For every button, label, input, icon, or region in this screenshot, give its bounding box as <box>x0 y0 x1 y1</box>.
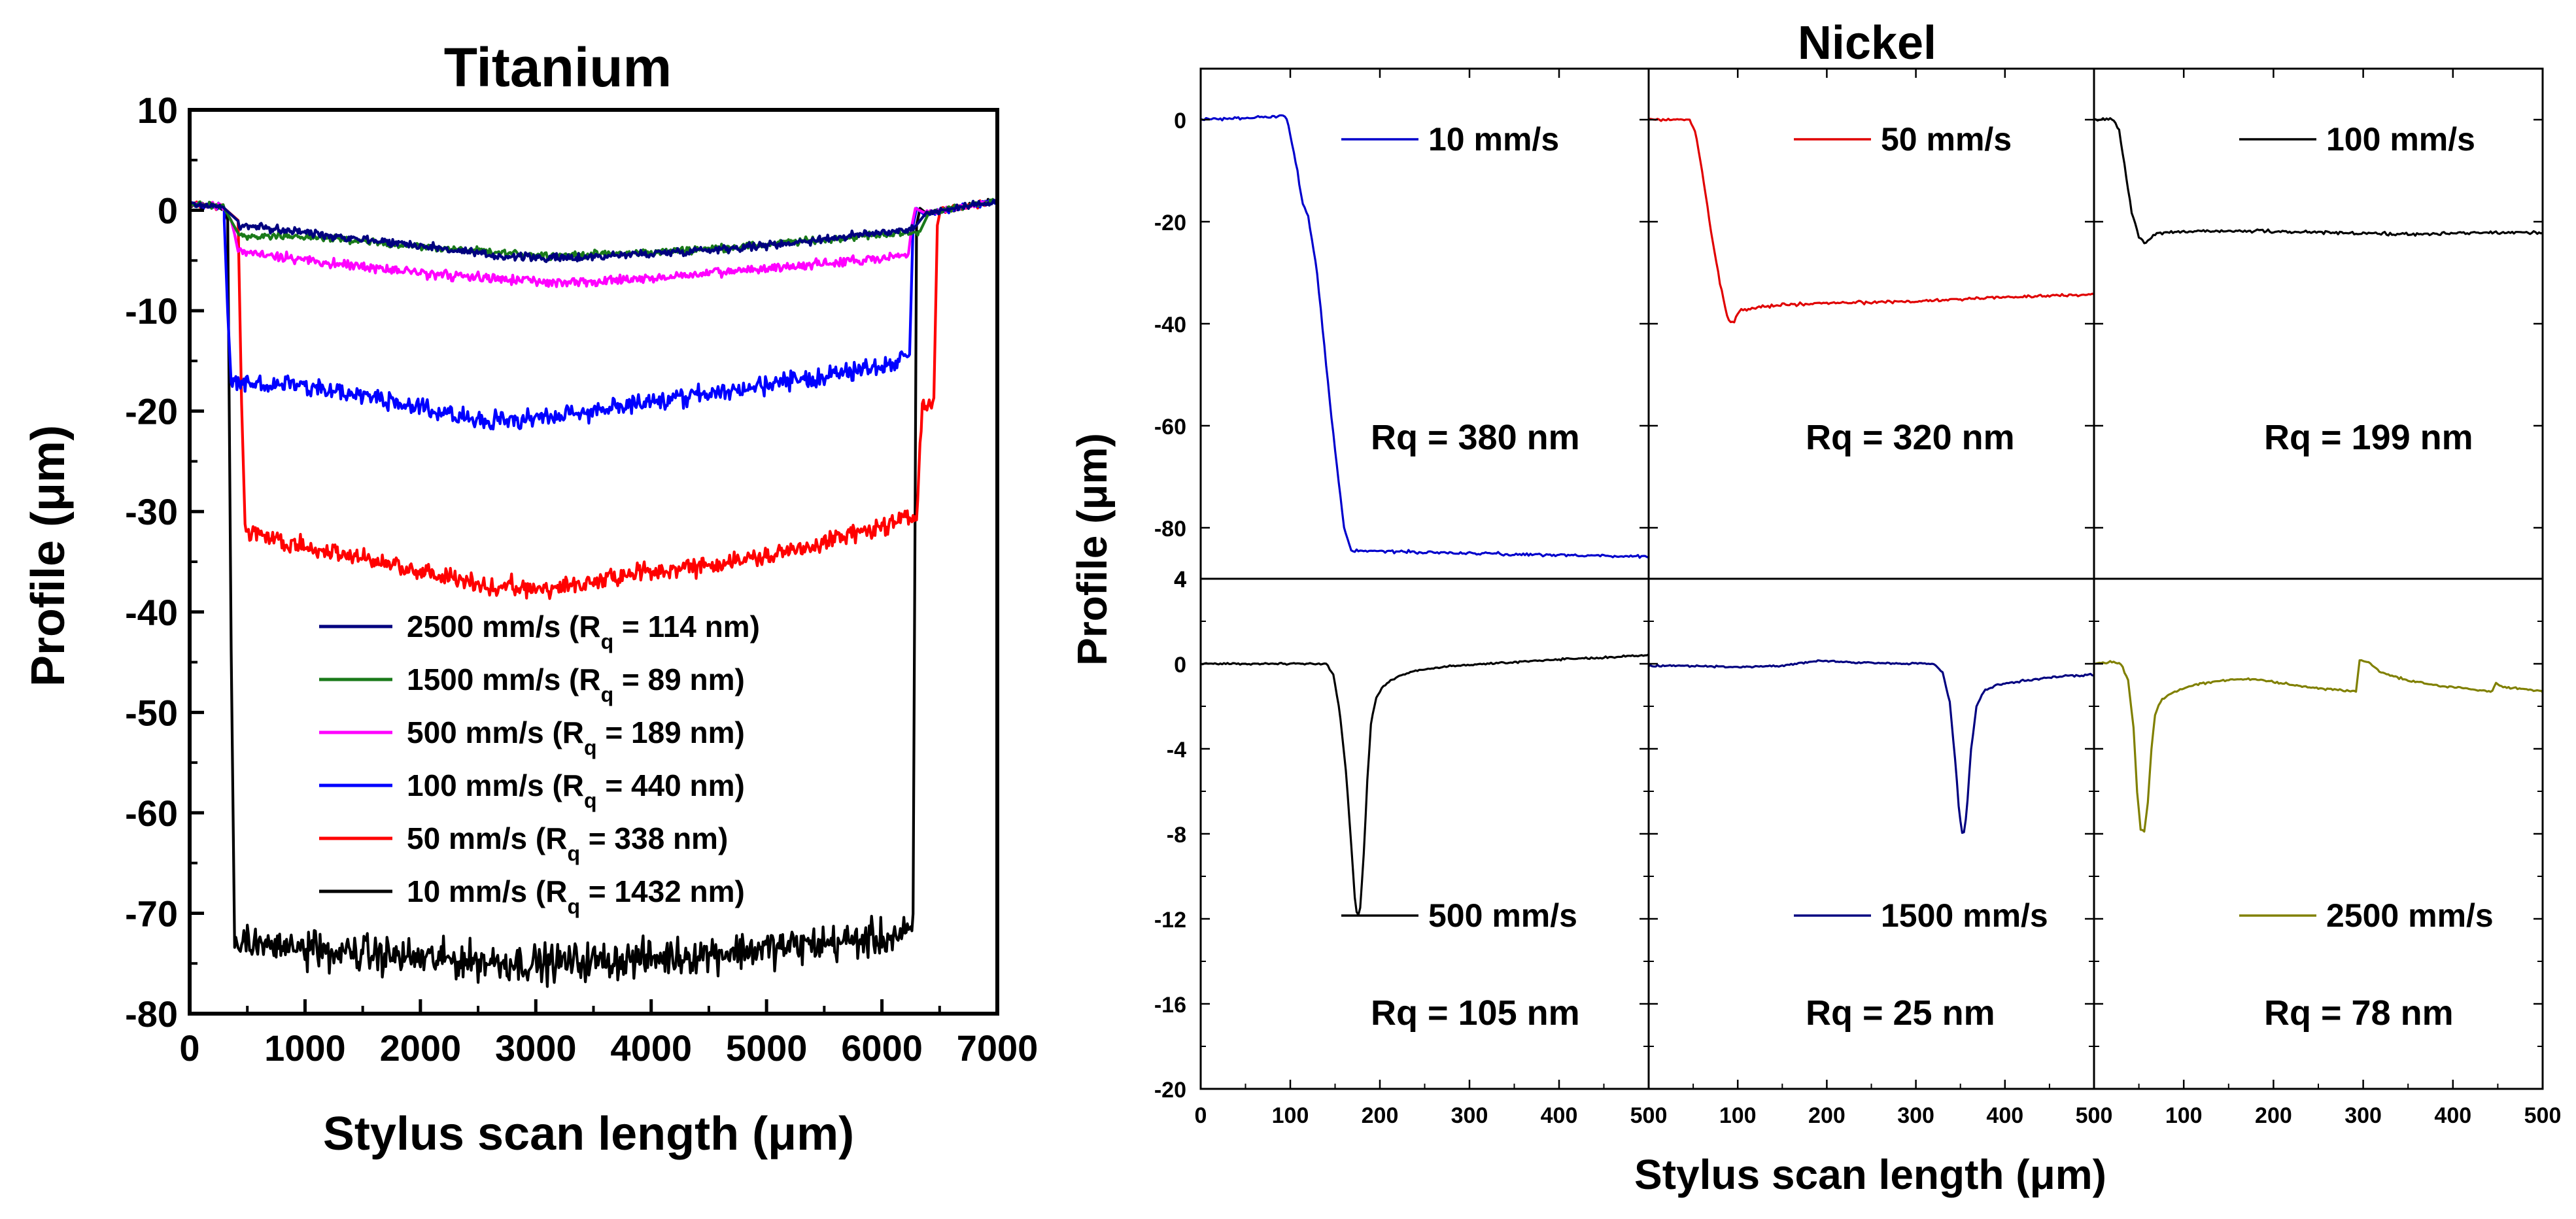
nickel-x-tick-label: 200 <box>2255 1103 2292 1128</box>
titanium-y-axis-label: Profile (μm) <box>22 425 75 687</box>
nickel-y-tick-label: -40 <box>1154 313 1186 337</box>
nickel-rq-annotation: Rq = 105 nm <box>1371 993 1580 1033</box>
nickel-panel <box>1649 659 2094 834</box>
titanium-x-tick-label: 4000 <box>610 1027 692 1069</box>
nickel-series-line <box>1201 653 1649 916</box>
nickel-x-tick-label: 400 <box>1541 1103 1578 1128</box>
titanium-y-tick-label: -10 <box>125 290 178 332</box>
nickel-rq-annotation: Rq = 78 nm <box>2264 993 2454 1033</box>
nickel-rq-annotation: Rq = 320 nm <box>1806 418 2015 457</box>
titanium-y-tick-label: -80 <box>125 993 178 1035</box>
nickel-rq-annotation: Rq = 199 nm <box>2264 418 2473 457</box>
nickel-x-tick-label: 100 <box>1272 1103 1309 1128</box>
nickel-x-tick-label: 400 <box>2434 1103 2471 1128</box>
nickel-rq-annotation: Rq = 25 nm <box>1806 993 1995 1033</box>
titanium-y-tick-label: -40 <box>125 592 178 633</box>
titanium-legend-label: 2500 mm/s (Rq = 114 nm) <box>407 610 760 653</box>
titanium-x-tick-label: 7000 <box>957 1027 1039 1069</box>
nickel-y-axis-label: Profile (μm) <box>1069 433 1116 666</box>
nickel-legend-label: 2500 mm/s <box>2326 897 2494 934</box>
titanium-y-tick-label: 10 <box>137 90 178 131</box>
titanium-legend-label: 1500 mm/s (Rq = 89 nm) <box>407 662 745 706</box>
nickel-x-axis-label: Stylus scan length (μm) <box>1634 1151 2106 1198</box>
titanium-legend-label: 100 mm/s (Rq = 440 nm) <box>407 768 745 812</box>
nickel-x-tick-label: 0 <box>1195 1103 1207 1128</box>
nickel-x-tick-label: 300 <box>1451 1103 1488 1128</box>
nickel-legend-label: 10 mm/s <box>1428 121 1559 158</box>
nickel-x-tick-label: 400 <box>1986 1103 2023 1128</box>
titanium-series-group <box>190 197 997 988</box>
titanium-series-line <box>190 199 997 431</box>
nickel-y-tick-label: -4 <box>1167 738 1186 763</box>
nickel-series-line <box>2094 659 2543 833</box>
nickel-x-tick-label: 500 <box>1630 1103 1668 1128</box>
nickel-y-tick-label: -8 <box>1167 823 1186 848</box>
titanium-x-tick-label: 3000 <box>495 1027 577 1069</box>
nickel-legend-label: 50 mm/s <box>1881 121 2012 158</box>
nickel-x-tick-label: 300 <box>1897 1103 1934 1128</box>
nickel-title: Nickel <box>1798 17 1936 69</box>
nickel-y-tick-label: -20 <box>1154 1078 1186 1103</box>
titanium-x-tick-label: 6000 <box>841 1027 923 1069</box>
nickel-x-tick-label: 100 <box>2165 1103 2203 1128</box>
nickel-series-line <box>1649 659 2094 834</box>
titanium-y-tick-label: -30 <box>125 491 178 532</box>
nickel-panel <box>1201 114 1649 559</box>
titanium-legend-label: 500 mm/s (Rq = 189 nm) <box>407 715 745 759</box>
nickel-y-tick-label: 0 <box>1174 653 1186 678</box>
nickel-x-tick-label: 300 <box>2344 1103 2382 1128</box>
nickel-x-tick-label: 200 <box>1808 1103 1846 1128</box>
nickel-plot: 10 mm/s Rq = 380 nm 50 mm/s Rq = 320 nm 100 … <box>1154 67 2562 1128</box>
nickel-y-tick-label: -12 <box>1154 908 1186 933</box>
titanium-series-line <box>190 198 997 288</box>
nickel-x-tick-label: 0 <box>1643 1103 1655 1128</box>
titanium-legend-label: 50 mm/s (Rq = 338 nm) <box>407 821 728 865</box>
nickel-series-line <box>2094 117 2543 245</box>
nickel-y-tick-label: -16 <box>1154 993 1186 1018</box>
nickel-x-tick-label: 200 <box>1362 1103 1399 1128</box>
nickel-x-tick-label: 500 <box>2524 1103 2562 1128</box>
nickel-y-tick-label: 0 <box>1174 109 1186 133</box>
nickel-rq-annotation: Rq = 380 nm <box>1371 418 1580 457</box>
nickel-y-tick-label: -20 <box>1154 211 1186 235</box>
nickel-legend-label: 100 mm/s <box>2326 121 2475 158</box>
nickel-x-tick-label: 0 <box>2088 1103 2101 1128</box>
nickel-x-tick-label: 500 <box>2076 1103 2113 1128</box>
nickel-panel <box>2094 659 2543 833</box>
nickel-panel <box>2094 117 2543 245</box>
nickel-legend-label: 500 mm/s <box>1428 897 1577 934</box>
titanium-series-line <box>190 197 997 988</box>
nickel-panel <box>1649 118 2094 324</box>
titanium-x-tick-label: 1000 <box>264 1027 346 1069</box>
nickel-panel <box>1201 653 1649 916</box>
titanium-plot: 0 1000 2000 3000 4000 5000 6000 7000 10 0 -10 -20 -3… <box>125 90 1038 1069</box>
nickel-series-line <box>1201 114 1649 559</box>
nickel-legend-label: 1500 mm/s <box>1881 897 2048 934</box>
titanium-x-tick-label: 0 <box>179 1027 199 1069</box>
titanium-y-tick-label: -20 <box>125 391 178 432</box>
titanium-x-axis-label: Stylus scan length (μm) <box>323 1108 854 1160</box>
titanium-title: Titanium <box>444 37 672 98</box>
nickel-series-line <box>1649 118 2094 324</box>
nickel-y-tick-label: 4 <box>1174 568 1186 592</box>
titanium-x-tick-label: 2000 <box>380 1027 462 1069</box>
titanium-x-tick-label: 5000 <box>726 1027 808 1069</box>
titanium-y-tick-label: -70 <box>125 893 178 934</box>
titanium-y-tick-label: 0 <box>158 190 178 232</box>
nickel-y-tick-label: 4 <box>1174 567 1186 592</box>
nickel-y-tick-label: -80 <box>1154 517 1186 541</box>
titanium-y-tick-label: -50 <box>125 692 178 733</box>
titanium-series-line <box>190 199 997 600</box>
titanium-y-tick-label: -60 <box>125 793 178 834</box>
titanium-legend-label: 10 mm/s (Rq = 1432 nm) <box>407 874 745 918</box>
titanium-series-line <box>190 198 997 264</box>
nickel-y-tick-label: -60 <box>1154 415 1186 439</box>
nickel-x-tick-label: 100 <box>1719 1103 1757 1128</box>
